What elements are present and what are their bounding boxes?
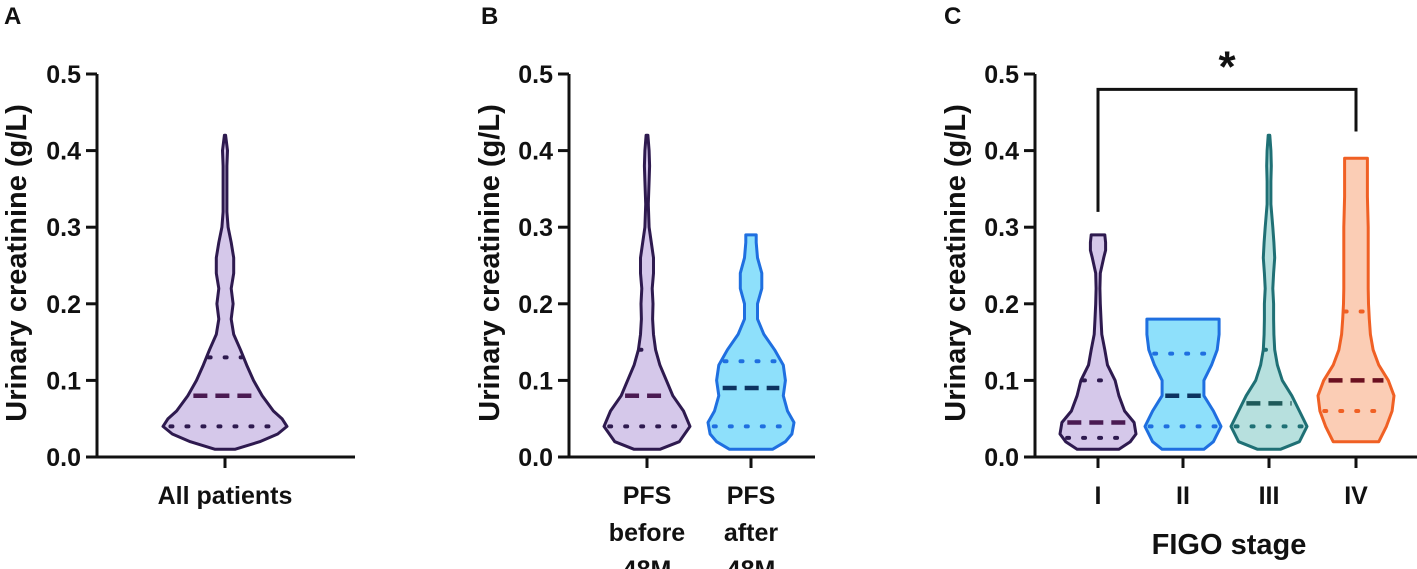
panel-a-ylabel: Urinary creatinine (g/L) — [1, 104, 33, 421]
panel-b-y-axis-title: Urinary creatinine (g/L) — [474, 104, 506, 421]
panel-c: C Urinary creatinine (g/L) 0.0 0.1 0.2 0.3 0… — [940, 3, 1417, 561]
panel-c-violin — [1229, 133, 1309, 451]
panel-b-y-tick-label: 0.4 — [518, 138, 553, 166]
panel-a: A Urinary creatinine (g/L) 0.00.10.20.30… — [1, 3, 355, 510]
panel-c-x-tick-label: II — [1176, 482, 1190, 510]
panel-b-violin — [602, 133, 692, 451]
panel-c-plot: 0.00.10.20.30.40.5I II III IV* — [984, 42, 1417, 510]
panel-c-y-tick-label: 0.5 — [984, 61, 1019, 89]
panel-c-y-tick-label: 0.0 — [984, 444, 1019, 472]
panel-c-y-axis-title: Urinary creatinine (g/L) — [940, 104, 972, 421]
panel-c-y-tick-label: 0.4 — [984, 138, 1019, 166]
panel-b: B Urinary creatinine (g/L) 0.00.10.20.30… — [474, 3, 815, 569]
panel-c-significance-label: * — [1218, 42, 1236, 91]
panel-a-y-tick-label: 0.1 — [46, 367, 81, 395]
panel-c-y-tick-label: 0.1 — [984, 367, 1019, 395]
panel-a-y-tick-label: 0.0 — [46, 444, 81, 472]
panel-a-x-tick-label: All patients — [158, 482, 293, 510]
panel-b-letter: B — [481, 3, 498, 30]
panel-c-violin — [1316, 156, 1396, 444]
panel-c-y-tick-label: 0.3 — [984, 214, 1019, 242]
panel-b-y-tick-label: 0.3 — [518, 214, 553, 242]
panel-a-y-tick-label: 0.3 — [46, 214, 81, 242]
panel-b-y-tick-label: 0.2 — [518, 291, 553, 319]
panel-c-violin — [1058, 233, 1138, 451]
panel-c-x-tick-label: I — [1095, 482, 1102, 510]
panel-a-y-tick-label: 0.4 — [46, 138, 81, 166]
panel-c-x-tick-label: III — [1259, 482, 1280, 510]
panel-a-plot: 0.0 0.1 0.2 0.3 0.4 0.5 All patients — [46, 61, 355, 510]
panel-b-y-tick-label: 0.0 — [518, 444, 553, 472]
panel-a-letter: A — [4, 3, 21, 30]
panel-c-violin — [1143, 317, 1223, 451]
panel-c-xlabel: FIGO stage — [1152, 529, 1307, 561]
panel-b-y-tick-label: 0.5 — [518, 61, 553, 89]
panel-c-y-tick-label: 0.2 — [984, 291, 1019, 319]
panel-b-x-tick-label: PFSafter48M — [724, 482, 778, 569]
panel-a-violin — [161, 133, 289, 451]
panel-b-ylabel: Urinary creatinine (g/L) — [474, 104, 506, 421]
panel-a-y-tick-label: 0.2 — [46, 291, 81, 319]
panel-a-y-axis-title: Urinary creatinine (g/L) — [1, 104, 33, 421]
panel-c-ylabel: Urinary creatinine (g/L) — [940, 104, 972, 421]
panel-c-letter: C — [944, 3, 961, 30]
panel-c-significance-bracket — [1096, 87, 1358, 212]
panel-a-y-tick-label: 0.5 — [46, 61, 81, 89]
panel-b-x-tick-label: PFSbefore48M — [609, 482, 686, 569]
panel-b-y-tick-label: 0.1 — [518, 367, 553, 395]
panel-c-x-tick-label: IV — [1344, 482, 1368, 510]
panel-b-plot: 0.0 0.1 0.2 0.3 0.4 0.5 PFSbefore48M PFSafter48… — [518, 61, 815, 569]
panel-b-violin — [706, 233, 796, 451]
